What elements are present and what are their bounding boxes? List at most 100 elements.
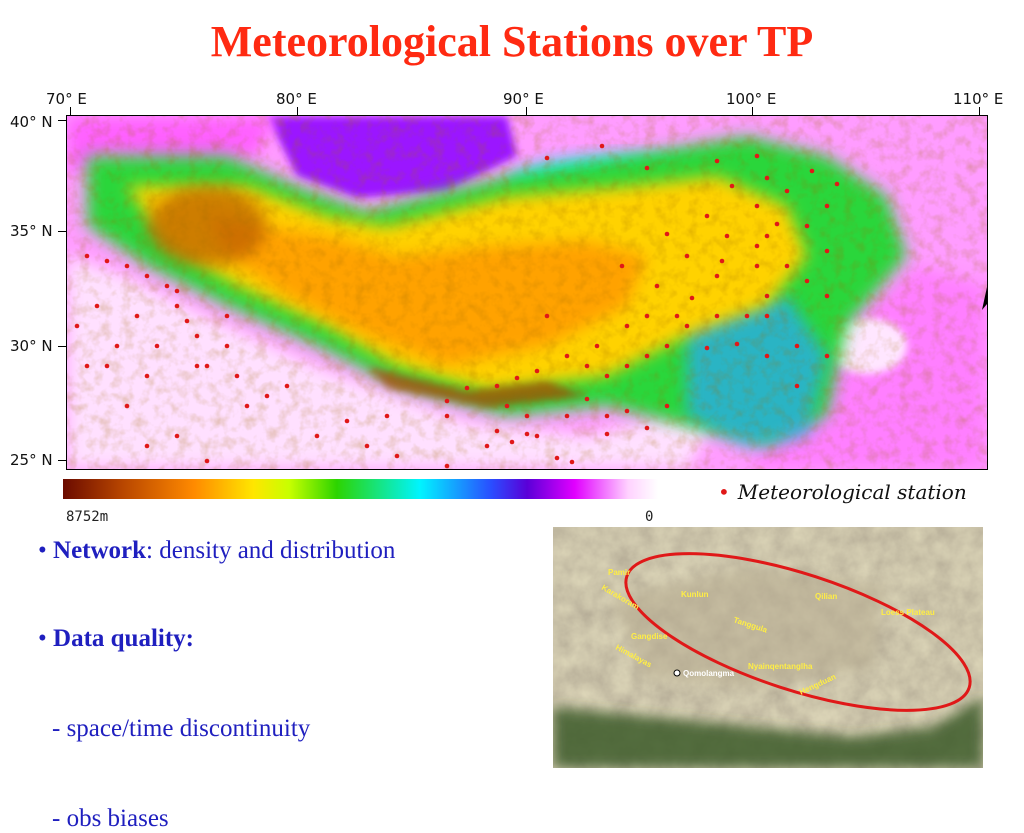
station-dot — [824, 353, 830, 359]
qomolangma-marker-icon — [673, 669, 681, 677]
bullet-marker: • — [38, 625, 47, 652]
station-dot — [714, 158, 720, 164]
station-dot — [494, 428, 500, 434]
station-dot — [824, 248, 830, 254]
elevation-map: N — [66, 115, 988, 470]
station-dot — [144, 443, 150, 449]
station-dot — [764, 293, 770, 299]
lon-tick-80 — [297, 107, 298, 117]
station-dot — [174, 303, 180, 309]
station-dot — [764, 233, 770, 239]
station-dot — [689, 295, 695, 301]
bullet-data-quality: • Data quality: — [38, 625, 395, 653]
station-markers — [74, 143, 840, 469]
station-dot — [644, 425, 650, 431]
lat-label-35: 35° N — [10, 222, 53, 240]
station-dot — [554, 455, 560, 461]
station-dot — [594, 343, 600, 349]
bullet-network: • Network: density and distribution — [38, 537, 395, 565]
lat-label-25: 25° N — [10, 451, 53, 469]
satellite-inset-svg: Pamir Karakoram Kunlun Qilian Loess Plat… — [553, 527, 983, 768]
station-dot — [664, 343, 670, 349]
lat-tick-30 — [58, 346, 68, 347]
station-dot — [794, 343, 800, 349]
station-dot — [124, 403, 130, 409]
lon-label-110: 110° E — [953, 90, 1004, 108]
inset-label-loess: Loess Plateau — [881, 608, 935, 617]
station-dot — [664, 231, 670, 237]
station-dot — [544, 155, 550, 161]
station-dot — [624, 408, 630, 414]
station-dot — [74, 323, 80, 329]
slide-title: Meteorological Stations over TP — [210, 17, 814, 66]
station-dot — [524, 431, 530, 437]
station-dot — [734, 341, 740, 347]
inset-label-qomolangma: Qomolangma — [683, 669, 735, 678]
inset-label-kunlun: Kunlun — [681, 590, 709, 599]
station-dot — [144, 373, 150, 379]
lat-tick-25 — [58, 460, 68, 461]
inset-label-pamir: Pamir — [608, 568, 630, 577]
terrain-texture — [67, 116, 987, 469]
lon-label-90: 90° E — [503, 90, 544, 108]
inset-plateau — [613, 567, 883, 687]
station-dot — [604, 413, 610, 419]
lat-label-30: 30° N — [10, 337, 53, 355]
station-dot — [174, 288, 180, 294]
station-legend-label: Meteorological station — [737, 480, 967, 504]
station-dot — [824, 293, 830, 299]
station-dot — [719, 258, 725, 264]
station-dot — [494, 383, 500, 389]
station-dot — [644, 353, 650, 359]
bullet-sub-biases: - obs biases — [52, 805, 169, 832]
bullet-data-quality-bold: Data quality: — [53, 625, 194, 652]
colorbar-min-label: 8752m — [66, 509, 109, 525]
station-legend: • Meteorological station — [718, 480, 967, 504]
station-dot — [134, 313, 140, 319]
bullet-marker: • — [38, 537, 47, 564]
satellite-inset-map: Pamir Karakoram Kunlun Qilian Loess Plat… — [553, 527, 983, 768]
station-dot — [244, 403, 250, 409]
station-dot — [164, 283, 170, 289]
station-dot — [654, 283, 660, 289]
station-dot — [524, 413, 530, 419]
station-dot — [714, 313, 720, 319]
station-dot — [624, 363, 630, 369]
lat-tick-35 — [58, 231, 68, 232]
station-dot — [204, 363, 210, 369]
inset-label-gangdise: Gangdise — [631, 632, 668, 641]
station-dot — [314, 433, 320, 439]
station-dot — [599, 143, 605, 149]
station-dot — [564, 353, 570, 359]
station-dot — [569, 459, 575, 465]
station-dot — [824, 203, 830, 209]
station-dot — [234, 373, 240, 379]
station-dot — [514, 375, 520, 381]
elevation-colorbar — [63, 479, 658, 499]
station-dot — [794, 383, 800, 389]
station-dot — [619, 263, 625, 269]
station-dot — [444, 398, 450, 404]
lon-label-100: 100° E — [726, 90, 777, 108]
station-dot — [644, 313, 650, 319]
station-dot — [754, 263, 760, 269]
station-dot — [684, 323, 690, 329]
lon-tick-90 — [526, 107, 527, 117]
bullet-list: • Network: density and distribution • Da… — [38, 537, 395, 832]
station-dot — [104, 258, 110, 264]
lon-tick-100 — [752, 107, 753, 117]
station-dot — [774, 221, 780, 227]
station-dot — [344, 418, 350, 424]
station-dot — [84, 363, 90, 369]
station-dot — [724, 233, 730, 239]
station-dot — [744, 313, 750, 319]
lon-tick-110 — [979, 107, 980, 117]
elevation-map-svg — [67, 116, 987, 469]
station-dot — [84, 253, 90, 259]
station-legend-dot: • — [718, 480, 730, 504]
station-dot — [604, 431, 610, 437]
station-dot — [644, 165, 650, 171]
station-dot — [204, 458, 210, 464]
station-dot — [704, 345, 710, 351]
bullet-network-rest: : density and distribution — [146, 537, 396, 564]
